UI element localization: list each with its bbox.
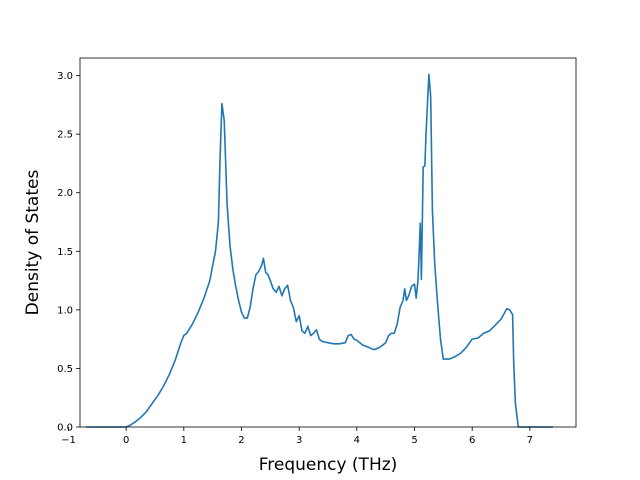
y-tick-label: 2.0 [57, 188, 73, 199]
y-tick-label: 1.5 [57, 247, 73, 258]
x-tick-label: 3 [296, 435, 302, 446]
x-tick-label: −1 [61, 435, 76, 446]
x-tick-label: 0 [123, 435, 129, 446]
y-axis-label: Density of States [23, 170, 43, 316]
dos-line-0 [85, 73, 553, 428]
x-tick-label: 7 [527, 435, 533, 446]
x-tick-label: 5 [411, 435, 417, 446]
plot-frame [79, 57, 577, 428]
x-tick-label: 4 [354, 435, 360, 446]
y-tick-label: 0.5 [57, 364, 73, 375]
x-tick-label: 6 [469, 435, 475, 446]
y-tick-label: 1.0 [57, 305, 73, 316]
x-tick-label: 2 [238, 435, 244, 446]
x-axis-ticks: −1 0 1 2 3 4 5 6 7 [61, 427, 533, 446]
x-axis-label: Frequency (THz) [259, 455, 398, 475]
y-tick-label: 0.0 [57, 423, 73, 434]
x-tick-label: 1 [181, 435, 187, 446]
y-tick-label: 2.5 [57, 130, 73, 141]
y-tick-label: 3.0 [57, 71, 73, 82]
plot-area [85, 73, 553, 428]
y-axis-ticks: 0.0 0.5 1.0 1.5 2.0 2.5 3.0 [57, 71, 80, 434]
